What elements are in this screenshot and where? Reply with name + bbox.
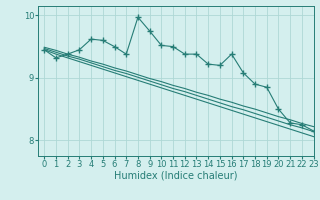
- X-axis label: Humidex (Indice chaleur): Humidex (Indice chaleur): [114, 171, 238, 181]
